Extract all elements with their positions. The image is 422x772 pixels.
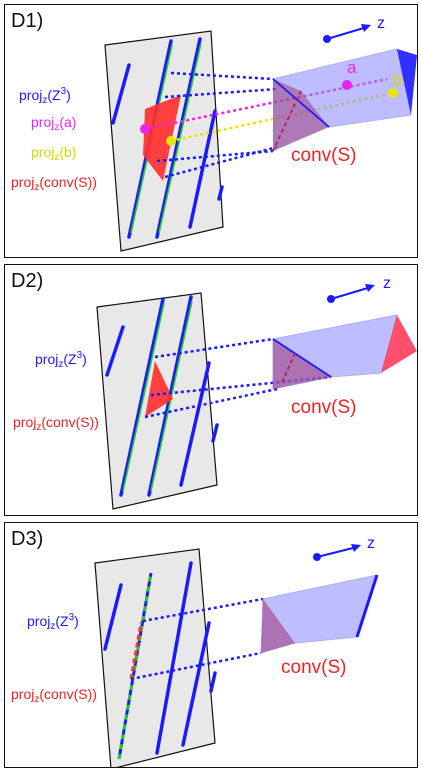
label-proj-convS: projz(conv(S)) (13, 414, 99, 433)
label-proj-a: projz(a) (31, 114, 77, 133)
z-axis-label: z (383, 275, 391, 292)
label-proj-convS: projz(conv(S)) (11, 174, 97, 193)
panel-title: D1) (11, 10, 44, 32)
panel-title: D2) (11, 270, 44, 292)
point-a-label: a (347, 58, 357, 77)
projection-rays (130, 597, 264, 681)
conv-prism (260, 574, 379, 654)
point-a-projection (140, 124, 150, 134)
panel-d1-diagram (104, 24, 417, 252)
dashed-green-lattice-line (117, 572, 153, 760)
panel-d2-diagram (96, 284, 417, 510)
panel-d3: D3) z projz(Z3) projz(conv(S)) conv(S) (4, 522, 418, 768)
z-axis-arrow (323, 24, 371, 43)
point-b-label: b (393, 70, 403, 89)
projected-conv-region (143, 95, 181, 181)
conv-s-label: conv(S) (291, 397, 357, 418)
label-proj-z3: projz(Z3) (19, 86, 71, 106)
projected-conv-region (145, 361, 173, 417)
label-proj-z3: projz(Z3) (35, 350, 87, 370)
conv-prism (271, 48, 417, 152)
conv-s-label: conv(S) (291, 145, 357, 166)
panel-d2: D2) z projz(Z3) projz(conv(S)) conv(S) (4, 264, 418, 516)
label-proj-b: projz(b) (31, 144, 77, 163)
projection-plane (94, 548, 216, 767)
point-b (388, 88, 398, 98)
point-b-projection (166, 136, 176, 146)
projected-conv-segment (129, 622, 143, 680)
conv-prism (272, 314, 417, 390)
lattice-lines (103, 561, 217, 755)
panel-title: D3) (11, 528, 44, 550)
z-axis-label: z (377, 15, 385, 32)
label-proj-convS: projz(conv(S)) (11, 686, 97, 705)
panel-d3-diagram (94, 544, 379, 767)
panel-d1: D1) z a b projz(Z3) projz(a) projz(b) pr… (4, 4, 418, 258)
label-proj-z3: projz(Z3) (27, 612, 79, 632)
point-a (342, 80, 352, 90)
conv-s-label: conv(S) (281, 657, 347, 678)
z-axis-arrow (313, 544, 361, 561)
z-axis-arrow (327, 284, 375, 303)
z-axis-label: z (367, 535, 375, 552)
